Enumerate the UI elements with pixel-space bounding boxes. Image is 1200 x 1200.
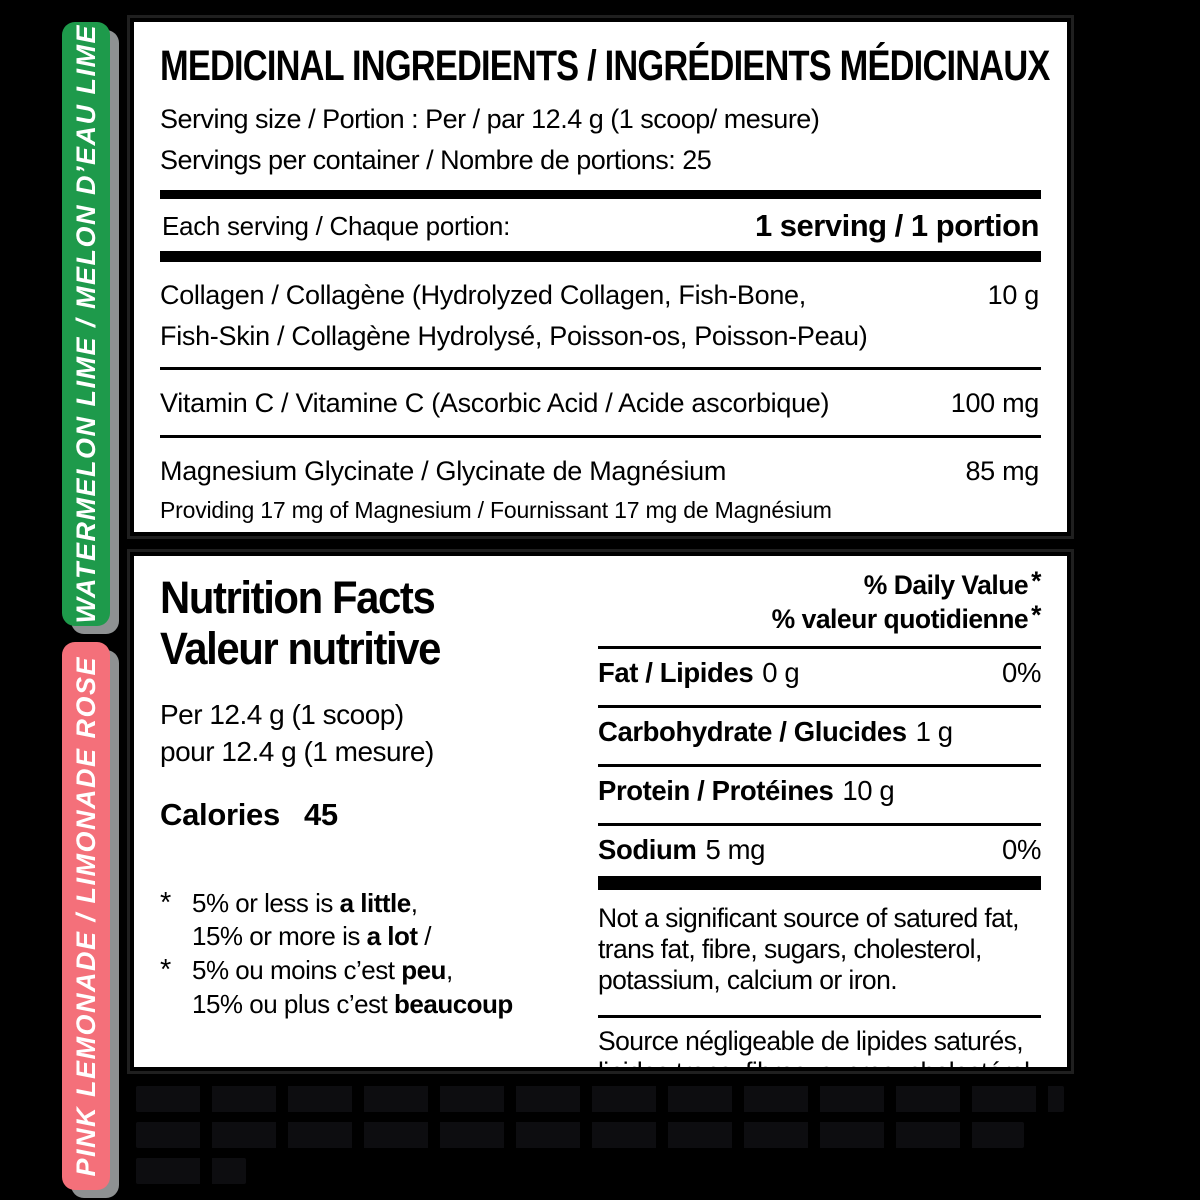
nutrition-left-column: Nutrition Facts Valeur nutritive Per 12.… bbox=[160, 566, 562, 1128]
footnote-text: , bbox=[410, 887, 418, 918]
ingredient-row-vitamin-c: Vitamin C / Vitamine C (Ascorbic Acid / … bbox=[160, 370, 1041, 435]
divider-thin bbox=[160, 434, 1041, 438]
flavor-ribbon-watermelon-lime: WATERMELON LIME / MELON D’EAU LIME bbox=[62, 22, 110, 626]
ingredient-amount: 10 g bbox=[987, 280, 1040, 310]
daily-value-header-fr: % valeur quotidienne bbox=[771, 604, 1029, 635]
footnote-bold: peu bbox=[401, 955, 446, 986]
nutrient-label: Sodium 5 mg bbox=[598, 834, 765, 866]
nutrient-daily-value: 0% bbox=[1002, 656, 1041, 688]
each-serving-label: Each serving / Chaque portion: bbox=[162, 210, 510, 241]
nutrient-row-sodium: Sodium 5 mg 0% bbox=[598, 826, 1041, 873]
nutrition-right-column: % Daily Value * % valeur quotidienne * Fat… bbox=[598, 566, 1041, 1128]
nutrient-amount: 10 g bbox=[842, 774, 895, 806]
flavor-ribbon-watermelon-lime-label: WATERMELON LIME / MELON D’EAU LIME bbox=[70, 24, 101, 624]
medicinal-panel-title: MEDICINAL INGREDIENTS / INGRÉDIENTS MÉDI… bbox=[160, 42, 1050, 90]
calories-label: Calories bbox=[160, 796, 280, 832]
divider-thick bbox=[598, 875, 1041, 890]
nutrition-facts-title-en: Nutrition Facts bbox=[160, 572, 436, 623]
obscured-text-line bbox=[136, 1086, 1064, 1112]
footnote-fr-line1: * 5% ou moins c’est peu, bbox=[160, 954, 562, 988]
footnote-bold: a lot bbox=[366, 921, 418, 952]
nutrition-facts-title: Nutrition Facts Valeur nutritive bbox=[160, 572, 534, 675]
not-significant-source-en: Not a significant source of satured fat,… bbox=[598, 902, 1019, 996]
nutrient-amount: 0 g bbox=[762, 656, 800, 688]
ingredient-amount: 100 mg bbox=[950, 388, 1040, 418]
ingredient-name: Collagen / Collagène (Hydrolyzed Collage… bbox=[160, 275, 1041, 356]
divider-thin bbox=[598, 1014, 1041, 1018]
footnote-bold: beaucoup bbox=[394, 988, 513, 1019]
daily-value-footnotes: * 5% or less is a little, 15% or more is… bbox=[160, 887, 562, 1022]
nutrient-row-fat: Fat / Lipides 0 g 0% bbox=[598, 649, 1041, 696]
footnote-bold: a little bbox=[339, 887, 412, 918]
asterisk-icon: * bbox=[1031, 600, 1041, 631]
each-serving-row: Each serving / Chaque portion: 1 serving… bbox=[160, 199, 1041, 251]
calories-value: 45 bbox=[303, 796, 338, 832]
nutrient-label: Protein / Protéines 10 g bbox=[598, 774, 895, 807]
ingredient-note: Providing 17 mg of Magnesium / Fournissa… bbox=[160, 497, 832, 523]
medicinal-ingredients-panel: MEDICINAL INGREDIENTS / INGRÉDIENTS MÉDI… bbox=[127, 15, 1074, 539]
ingredient-name-line1: Collagen / Collagène (Hydrolyzed Collage… bbox=[160, 280, 806, 310]
divider-thick bbox=[160, 190, 1041, 199]
footnote-text: 5% or less is bbox=[192, 887, 340, 918]
nutrient-label: Fat / Lipides 0 g bbox=[598, 656, 800, 689]
nutrient-amount: 1 g bbox=[915, 715, 953, 747]
divider-thick bbox=[160, 251, 1041, 262]
divider-thin bbox=[598, 645, 1041, 649]
footnote-text: / bbox=[417, 921, 431, 952]
footnote-en-line1: * 5% or less is a little, bbox=[160, 887, 562, 921]
asterisk-icon: * bbox=[1031, 566, 1041, 596]
ingredient-name: Magnesium Glycinate / Glycinate de Magné… bbox=[160, 455, 727, 486]
ingredient-amount: 85 mg bbox=[965, 455, 1039, 486]
flavor-ribbon-pink-lemonade: PINK LEMONADE / LIMONADE ROSE bbox=[62, 642, 110, 1190]
asterisk-icon: * bbox=[160, 954, 171, 987]
footnote-text: 5% ou moins c’est bbox=[192, 955, 402, 986]
nutrition-facts-title-fr: Valeur nutritive bbox=[160, 623, 441, 675]
divider-thin bbox=[598, 822, 1041, 826]
nutrition-facts-panel: Nutrition Facts Valeur nutritive Per 12.… bbox=[127, 549, 1074, 1118]
ingredient-name-line2: Fish-Skin / Collagène Hydrolysé, Poisson… bbox=[160, 320, 868, 351]
calories-row: Calories 45 bbox=[160, 797, 562, 833]
flavor-ribbon-pink-lemonade-label: PINK LEMONADE / LIMONADE ROSE bbox=[70, 655, 101, 1177]
obscured-footer-text bbox=[136, 1086, 1064, 1194]
footnote-text: , bbox=[445, 955, 453, 986]
footnote-fr-line2: 15% ou plus c’est beaucoup bbox=[160, 988, 562, 1022]
asterisk-icon: * bbox=[160, 886, 171, 919]
divider-thin bbox=[598, 704, 1041, 708]
nutrient-name: Fat / Lipides bbox=[598, 656, 754, 688]
nutrient-daily-value: 0% bbox=[1002, 833, 1041, 865]
footnote-text: 15% ou plus c’est bbox=[192, 988, 395, 1019]
nutrient-amount: 5 mg bbox=[705, 833, 765, 865]
servings-per-container-line: Servings per container / Nombre de porti… bbox=[160, 144, 712, 175]
obscured-text-line bbox=[136, 1122, 1024, 1148]
daily-value-header: % Daily Value * % valeur quotidienne * bbox=[598, 566, 1042, 637]
each-serving-value: 1 serving / 1 portion bbox=[754, 208, 1040, 243]
ingredient-name: Vitamin C / Vitamine C (Ascorbic Acid / … bbox=[160, 388, 830, 418]
footnote-text: 15% or more is bbox=[192, 921, 367, 952]
serving-reference: Per 12.4 g (1 scoop) pour 12.4 g (1 mesu… bbox=[160, 697, 562, 771]
serving-reference-en: Per 12.4 g (1 scoop) bbox=[160, 698, 404, 730]
nutrient-label: Carbohydrate / Glucides 1 g bbox=[598, 716, 953, 748]
serving-size-line: Serving size / Portion : Per / par 12.4 … bbox=[160, 104, 820, 134]
daily-value-header-en: % Daily Value bbox=[863, 570, 1029, 600]
ingredient-row-magnesium: Magnesium Glycinate / Glycinate de Magné… bbox=[160, 438, 1041, 539]
footnote-en-line2: 15% or more is a lot / bbox=[160, 920, 562, 954]
nutrient-name: Sodium bbox=[598, 833, 697, 865]
ingredient-row-collagen: Collagen / Collagène (Hydrolyzed Collage… bbox=[160, 262, 1041, 367]
nutrient-name: Carbohydrate / Glucides bbox=[598, 715, 907, 747]
divider-thin bbox=[598, 763, 1041, 767]
nutrient-row-protein: Protein / Protéines 10 g bbox=[598, 767, 1041, 814]
serving-reference-fr: pour 12.4 g (1 mesure) bbox=[160, 735, 434, 767]
nutrient-name: Protein / Protéines bbox=[598, 774, 834, 806]
nutrient-row-carbohydrate: Carbohydrate / Glucides 1 g bbox=[598, 708, 1041, 755]
divider-thin bbox=[160, 367, 1041, 370]
obscured-text-line bbox=[136, 1158, 246, 1184]
